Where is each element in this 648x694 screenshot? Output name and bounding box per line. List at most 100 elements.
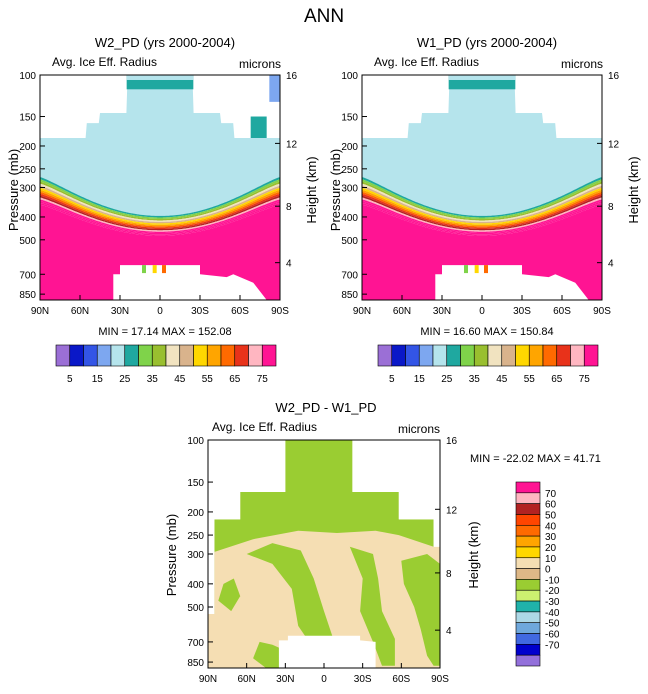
colorbar-label: 10 bbox=[545, 554, 557, 565]
y-tick-label: 150 bbox=[341, 113, 358, 124]
colorbar-cell bbox=[391, 344, 406, 367]
colorbar-label: 70 bbox=[545, 489, 557, 500]
y2-tick-label: 12 bbox=[608, 139, 620, 150]
contour-band bbox=[474, 265, 479, 274]
panel-title: W1_PD (yrs 2000-2004) bbox=[417, 35, 557, 50]
colorbar-label: 15 bbox=[92, 374, 104, 385]
colorbar-cell bbox=[261, 344, 277, 367]
x-tick-label: 30N bbox=[276, 674, 294, 685]
y-tick-label: 250 bbox=[341, 165, 358, 176]
colorbar-cell bbox=[515, 492, 541, 504]
zonal-plot: 100 150 200 250 300 400 500 700 850 16 12 8 4 90N 60N 3… bbox=[19, 71, 297, 317]
colorbar-label: -70 bbox=[545, 640, 560, 651]
x-tick-label: 30S bbox=[354, 674, 372, 685]
y-axis-label: Pressure (mb) bbox=[6, 149, 21, 231]
colorbar-cell bbox=[69, 344, 84, 367]
x-tick-label: 60N bbox=[393, 306, 411, 317]
y2-tick-label: 16 bbox=[286, 71, 298, 82]
y-tick-label: 250 bbox=[19, 165, 36, 176]
contour-band bbox=[484, 265, 488, 274]
contour-band bbox=[218, 578, 241, 612]
colorbar-cell bbox=[110, 344, 126, 367]
x-tick-label: 0 bbox=[321, 674, 327, 685]
y2-tick-label: 4 bbox=[286, 259, 292, 270]
y-tick-label: 850 bbox=[187, 658, 204, 669]
missing-data-mask bbox=[208, 440, 286, 614]
colorbar-label: 25 bbox=[441, 374, 453, 385]
colorbar-label: 65 bbox=[229, 374, 241, 385]
colorbar-label: -60 bbox=[545, 630, 560, 641]
units-label: microns bbox=[398, 422, 440, 436]
y-tick-label: 400 bbox=[19, 213, 36, 224]
colorbar-cell bbox=[487, 344, 503, 367]
y-tick-label: 300 bbox=[187, 550, 204, 561]
stats-label: MIN = 16.60 MAX = 150.84 bbox=[420, 326, 553, 338]
x-tick-label: 30S bbox=[513, 306, 531, 317]
y-tick-label: 400 bbox=[187, 580, 204, 591]
colorbar-label: 45 bbox=[496, 374, 508, 385]
colorbar-label: 45 bbox=[174, 374, 186, 385]
y2-axis-label: Height (km) bbox=[466, 521, 481, 588]
panel-title: W2_PD - W1_PD bbox=[275, 400, 376, 415]
y-tick-label: 500 bbox=[19, 236, 36, 247]
contour-band bbox=[208, 440, 434, 614]
y-tick-label: 250 bbox=[187, 531, 204, 542]
colorbar-cell bbox=[515, 344, 530, 367]
y2-tick-label: 12 bbox=[446, 505, 458, 516]
colorbar-label: 40 bbox=[545, 521, 557, 532]
colorbar-cell bbox=[583, 344, 599, 367]
contour-band bbox=[142, 265, 146, 274]
y2-tick-label: 4 bbox=[608, 259, 614, 270]
x-tick-label: 60N bbox=[71, 306, 89, 317]
y-tick-label: 700 bbox=[19, 270, 36, 281]
y2-axis-label: Height (km) bbox=[626, 156, 641, 223]
variable-label: Avg. Ice Eff. Radius bbox=[52, 55, 157, 69]
colorbar-label: 50 bbox=[545, 510, 557, 521]
contour-band bbox=[362, 75, 602, 216]
colorbar-cell bbox=[515, 503, 541, 515]
y-tick-label: 150 bbox=[187, 478, 204, 489]
x-tick-label: 60S bbox=[392, 674, 410, 685]
y-tick-label: 500 bbox=[187, 603, 204, 614]
colorbar-label: 25 bbox=[119, 374, 131, 385]
y-tick-label: 100 bbox=[187, 436, 204, 447]
y2-tick-label: 8 bbox=[286, 202, 292, 213]
contour-band bbox=[448, 75, 516, 80]
y-tick-label: 500 bbox=[341, 236, 358, 247]
contour-band bbox=[246, 543, 335, 666]
colorbar-cell bbox=[83, 344, 98, 367]
colorbar-cell bbox=[515, 622, 541, 634]
x-tick-label: 90S bbox=[431, 674, 449, 685]
x-tick-label: 90N bbox=[31, 306, 49, 317]
colorbar-label: 30 bbox=[545, 532, 557, 543]
colorbar-cell bbox=[556, 344, 571, 367]
contour-band bbox=[464, 265, 468, 274]
colorbar-label: 60 bbox=[545, 500, 557, 511]
contour-band bbox=[250, 116, 267, 138]
colorbar-cell bbox=[96, 344, 112, 367]
colorbar-cell bbox=[206, 344, 222, 367]
x-tick-label: 30N bbox=[433, 306, 451, 317]
y-tick-label: 700 bbox=[341, 270, 358, 281]
colorbar-label: 35 bbox=[147, 374, 159, 385]
colorbar: 5 15 25 35 45 55 65 75 bbox=[55, 344, 277, 385]
colorbar-cell bbox=[220, 344, 236, 367]
y2-axis-label: Height (km) bbox=[304, 156, 319, 223]
colorbar-label: 0 bbox=[545, 565, 551, 576]
y-tick-label: 200 bbox=[19, 142, 36, 153]
zonal-plot: 100 150 200 250 300 400 500 700 850 16 12 8 4 90N 60N 3… bbox=[341, 71, 619, 317]
y-tick-label: 100 bbox=[341, 71, 358, 82]
y2-tick-label: 12 bbox=[286, 139, 298, 150]
y2-tick-label: 16 bbox=[608, 71, 620, 82]
contour-band bbox=[40, 75, 280, 216]
contour-band bbox=[269, 75, 280, 102]
colorbar-cell bbox=[515, 546, 541, 559]
colorbar-cell bbox=[248, 344, 263, 367]
missing-data-mask bbox=[435, 265, 589, 300]
colorbar-label: -10 bbox=[545, 575, 560, 586]
y-tick-label: 200 bbox=[187, 508, 204, 519]
contour-band bbox=[362, 204, 602, 300]
y-axis-label: Pressure (mb) bbox=[164, 514, 179, 596]
